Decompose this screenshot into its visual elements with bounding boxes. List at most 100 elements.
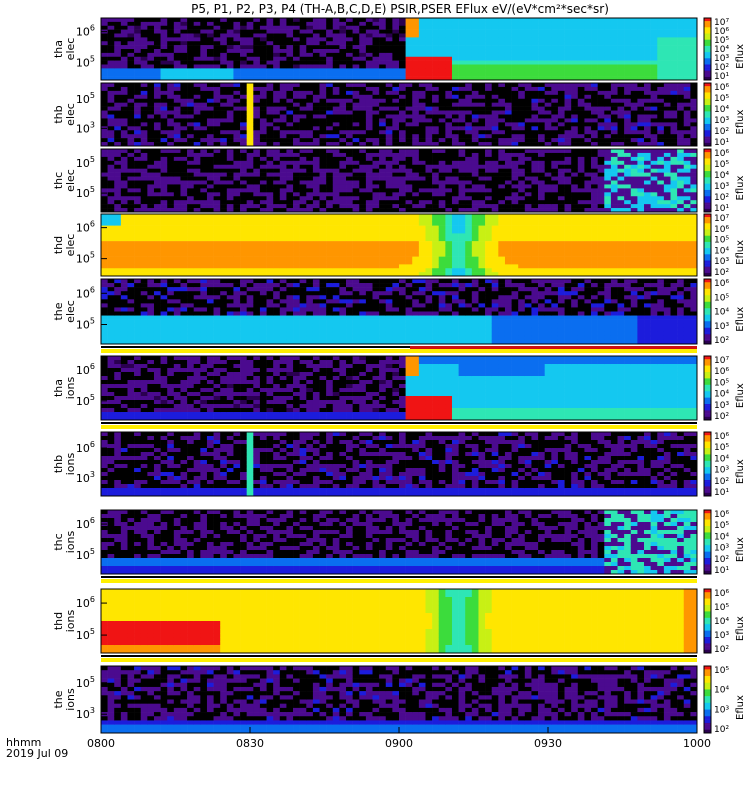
heatmap-cell (206, 64, 214, 69)
heatmap-cell (193, 29, 201, 34)
heatmap-cell (571, 60, 579, 65)
heatmap-cell (491, 110, 499, 115)
heatmap-cell (147, 172, 155, 177)
heatmap-cell (564, 122, 572, 127)
heatmap-cell (114, 172, 122, 177)
heatmap-cell (352, 64, 360, 69)
heatmap-cell (418, 126, 426, 131)
heatmap-cell (518, 149, 526, 154)
heatmap-cell (246, 221, 254, 226)
heatmap-cell (246, 142, 254, 147)
heatmap-cell (233, 184, 241, 189)
colorbar-segment (704, 163, 711, 166)
heatmap-cell (220, 176, 228, 181)
heatmap-cell (293, 214, 300, 219)
heatmap-cell (524, 56, 532, 61)
heatmap-cell (286, 268, 294, 273)
heatmap-cell (173, 134, 181, 139)
heatmap-cell (458, 142, 466, 147)
heatmap-cell (571, 21, 579, 27)
heatmap-cell (273, 200, 281, 205)
heatmap-cell (246, 264, 254, 269)
heatmap-cell (451, 49, 459, 54)
heatmap-cell (405, 86, 413, 92)
heatmap-cell (399, 106, 406, 111)
heatmap-cell (173, 72, 181, 77)
heatmap-cell (266, 168, 274, 173)
heatmap-cell (432, 86, 440, 92)
heatmap-cell (127, 268, 135, 273)
heatmap-cell (273, 152, 281, 158)
heatmap-cell (233, 180, 241, 185)
colorbar-segment (704, 139, 711, 142)
heatmap-cell (637, 188, 645, 193)
heatmap-cell (458, 94, 466, 100)
heatmap-cell (279, 160, 287, 166)
colorbar-segment (704, 100, 711, 103)
heatmap-cell (604, 152, 612, 158)
heatmap-cell (206, 98, 214, 103)
heatmap-cell (670, 102, 678, 107)
heatmap-cell (134, 256, 142, 261)
heatmap-cell (167, 225, 175, 230)
heatmap-cell (511, 126, 519, 131)
heatmap-cell (557, 149, 565, 154)
heatmap-cell (114, 233, 122, 238)
heatmap-cell (279, 272, 287, 277)
heatmap-cell (650, 25, 658, 30)
heatmap-cell (644, 142, 651, 147)
heatmap-cell (299, 241, 307, 246)
colorbar-tick-label: 10³ (714, 116, 729, 126)
heatmap-cell (266, 241, 274, 246)
heatmap-cell (451, 64, 459, 69)
heatmap-cell (153, 33, 161, 38)
colorbar-segment (704, 152, 711, 155)
heatmap-cell (220, 241, 228, 246)
heatmap-cell (544, 180, 552, 185)
heatmap-cell (153, 192, 161, 197)
heatmap-cell (531, 60, 539, 65)
heatmap-cell (372, 76, 380, 81)
heatmap-cell (372, 122, 380, 127)
heatmap-cell (584, 64, 592, 69)
heatmap-cell (551, 196, 559, 201)
heatmap-cell (538, 196, 545, 201)
heatmap-cell (153, 272, 161, 277)
heatmap-cell (677, 94, 685, 100)
heatmap-cell (160, 21, 168, 27)
heatmap-cell (220, 122, 228, 127)
heatmap-cell (690, 83, 698, 88)
heatmap-cell (332, 168, 340, 173)
heatmap-cell (134, 37, 142, 42)
heatmap-cell (312, 176, 320, 181)
heatmap-cell (610, 64, 618, 69)
heatmap-cell (399, 83, 406, 88)
heatmap-cell (584, 130, 592, 135)
heatmap-cell (140, 264, 148, 269)
heatmap-cell (372, 45, 380, 50)
heatmap-cell (683, 45, 691, 50)
heatmap-cell (657, 126, 665, 131)
heatmap-cell (650, 180, 658, 185)
heatmap-cell (604, 204, 612, 209)
heatmap-cell (346, 60, 353, 65)
heatmap-cell (167, 68, 175, 73)
heatmap-cell (114, 98, 122, 103)
heatmap-cell (213, 68, 221, 73)
heatmap-cell (326, 184, 334, 189)
heatmap-cell (107, 29, 115, 34)
heatmap-cell (511, 18, 519, 23)
heatmap-cell (114, 94, 122, 100)
heatmap-cell (180, 156, 188, 162)
heatmap-cell (551, 94, 559, 100)
heatmap-cell (451, 114, 459, 119)
heatmap-cell (518, 18, 526, 23)
heatmap-cell (451, 45, 459, 50)
heatmap-cell (385, 160, 393, 166)
heatmap-cell (399, 130, 406, 135)
heatmap-cell (438, 98, 446, 103)
heatmap-cell (604, 130, 612, 135)
heatmap-cell (617, 90, 625, 96)
heatmap-cell (306, 98, 314, 103)
colorbar-segment (704, 59, 711, 62)
